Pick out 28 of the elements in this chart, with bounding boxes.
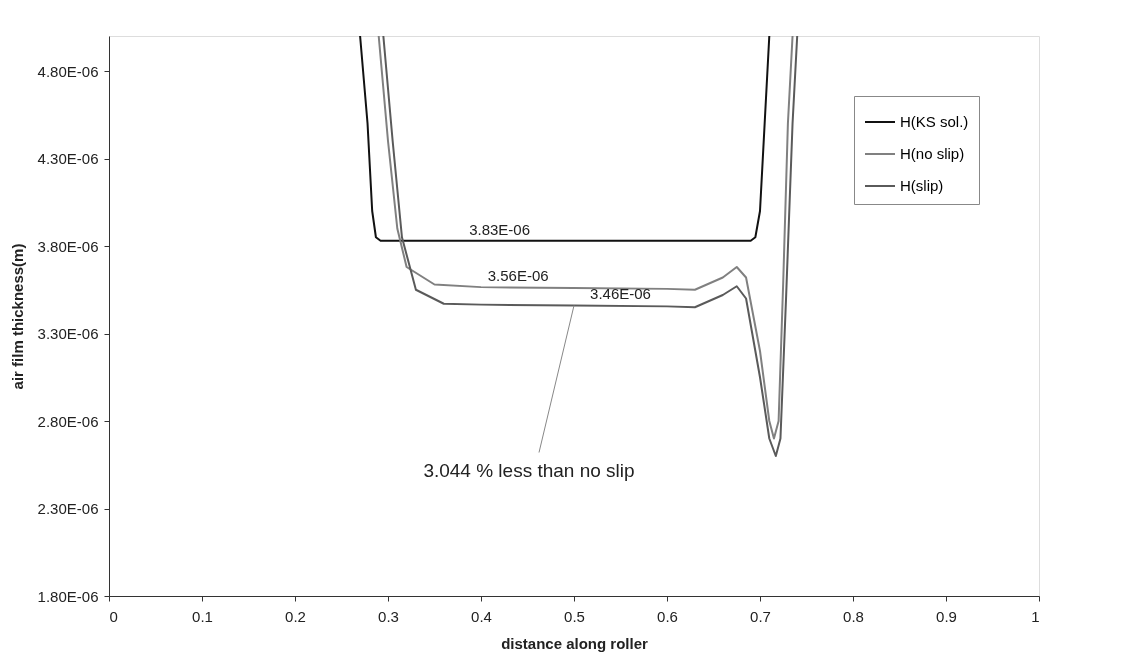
x-tick-label: 0.1 xyxy=(192,607,213,625)
x-tick-label: 0.9 xyxy=(936,607,957,625)
line-series xyxy=(359,35,771,242)
x-tick-label: 0.8 xyxy=(843,607,864,625)
annotation: 3.044 % less than no slip xyxy=(423,459,635,481)
x-tick-label: 0.5 xyxy=(564,607,585,625)
x-tick-label: 0.6 xyxy=(657,607,678,625)
legend-label: H(slip) xyxy=(900,177,944,194)
annotation: 3.83E-06 xyxy=(469,220,531,238)
x-tick-label: 0.4 xyxy=(471,607,492,625)
x-tick-label: 0.2 xyxy=(285,607,306,625)
x-tick-label: 0.3 xyxy=(378,607,399,625)
legend-label: H(no slip) xyxy=(900,145,965,162)
y-tick-label: 4.80E-06 xyxy=(37,62,99,80)
x-axis-title: distance along roller xyxy=(501,634,649,652)
y-tick-label: 2.80E-06 xyxy=(37,412,99,430)
y-tick-label: 3.30E-06 xyxy=(37,325,99,342)
x-tick-label: 0 xyxy=(109,607,118,625)
y-tick-label: 1.80E-06 xyxy=(37,587,99,605)
x-tick-label: 1 xyxy=(1031,607,1040,625)
y-tick-label: 3.80E-06 xyxy=(37,237,99,255)
y-axis-title: air film thickness(m) xyxy=(8,243,26,390)
annotation: 3.56E-06 xyxy=(487,267,549,284)
y-tick-label: 4.30E-06 xyxy=(37,150,99,167)
y-tick-label: 2.30E-06 xyxy=(37,500,99,517)
x-tick-label: 0.7 xyxy=(750,607,771,625)
legend-label: H(KS sol.) xyxy=(900,113,969,130)
annotation: 3.46E-06 xyxy=(590,284,651,302)
